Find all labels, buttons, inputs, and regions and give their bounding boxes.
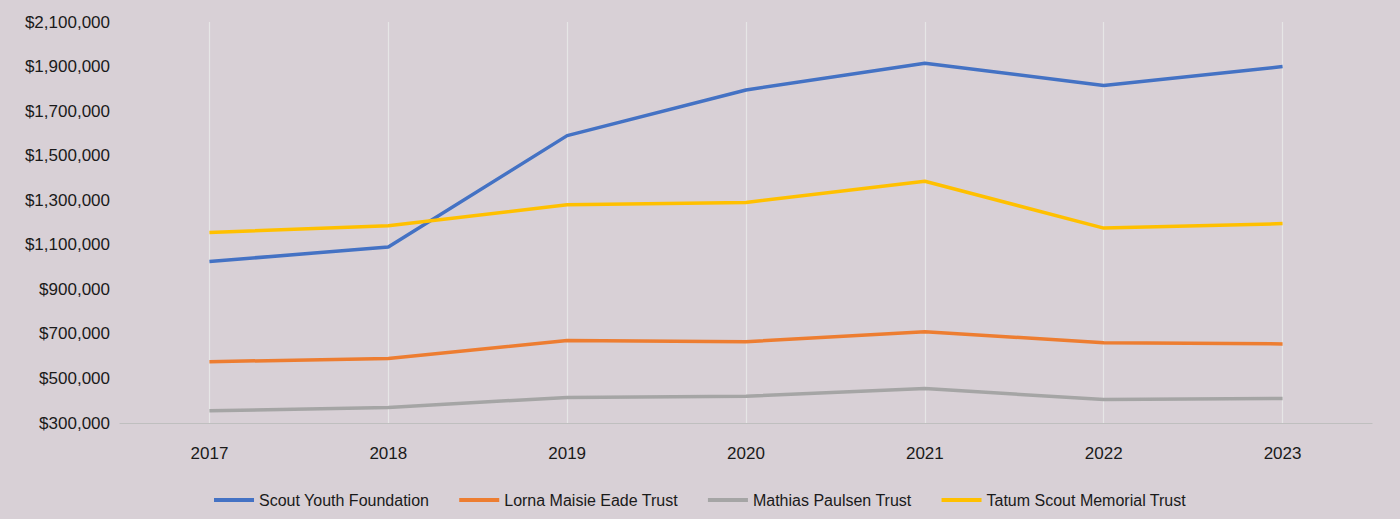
svg-text:$1,100,000: $1,100,000 [25, 235, 110, 254]
svg-text:Mathias Paulsen Trust: Mathias Paulsen Trust [753, 492, 912, 509]
svg-text:$1,500,000: $1,500,000 [25, 146, 110, 165]
svg-text:2019: 2019 [548, 444, 586, 463]
svg-text:Lorna Maisie Eade Trust: Lorna Maisie Eade Trust [504, 492, 678, 509]
svg-text:2021: 2021 [906, 444, 944, 463]
svg-text:$1,700,000: $1,700,000 [25, 102, 110, 121]
svg-text:$300,000: $300,000 [39, 414, 110, 433]
svg-text:2020: 2020 [727, 444, 765, 463]
svg-text:Scout Youth Foundation: Scout Youth Foundation [259, 492, 429, 509]
svg-text:$700,000: $700,000 [39, 324, 110, 343]
svg-text:$900,000: $900,000 [39, 280, 110, 299]
svg-text:2018: 2018 [369, 444, 407, 463]
svg-text:$1,300,000: $1,300,000 [25, 191, 110, 210]
svg-text:2017: 2017 [191, 444, 229, 463]
svg-text:2023: 2023 [1264, 444, 1302, 463]
svg-text:$1,900,000: $1,900,000 [25, 57, 110, 76]
svg-text:$2,100,000: $2,100,000 [25, 13, 110, 32]
svg-text:Tatum Scout Memorial Trust: Tatum Scout Memorial Trust [987, 492, 1187, 509]
svg-text:2022: 2022 [1085, 444, 1123, 463]
svg-text:$500,000: $500,000 [39, 369, 110, 388]
